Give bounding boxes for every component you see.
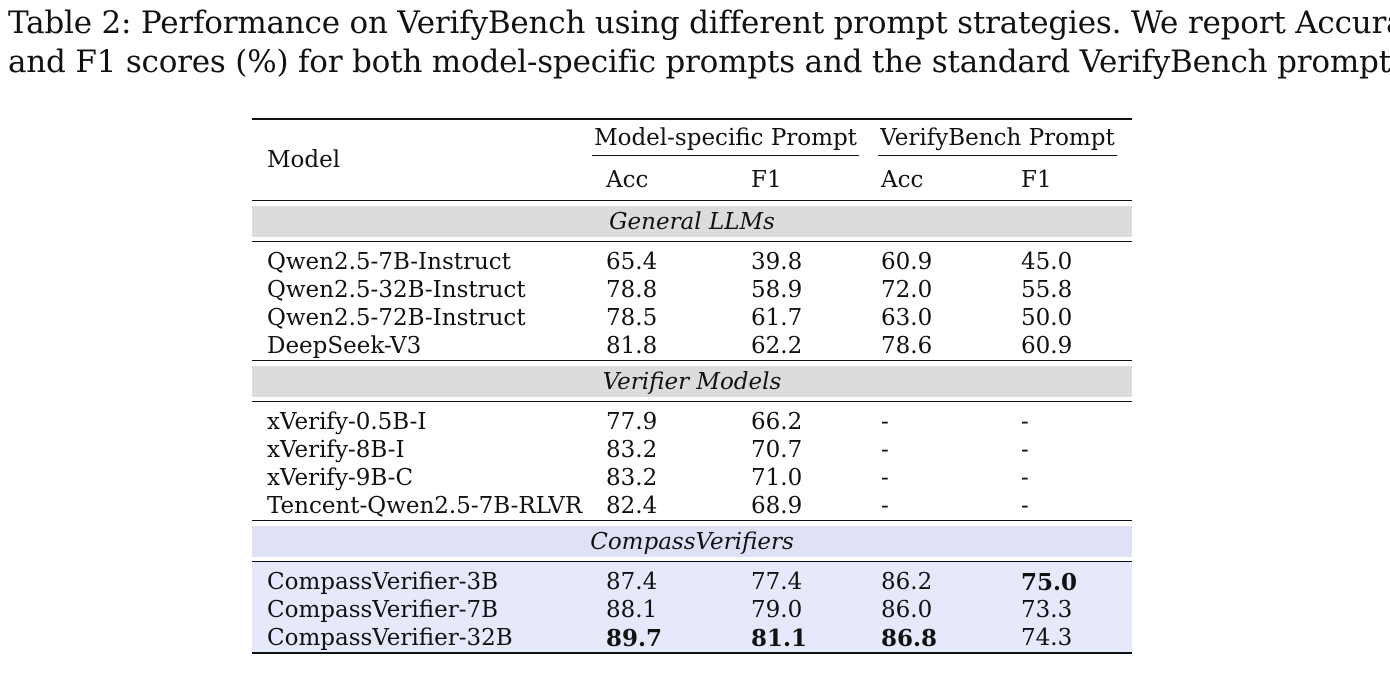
- vb-f1-value: 73.3: [1003, 596, 1132, 624]
- ms-f1-value: 61.7: [751, 305, 803, 331]
- header-ms-acc: Acc: [606, 167, 649, 193]
- ms-f1-value: 79.0: [733, 596, 863, 624]
- vb-acc-value: 86.2: [863, 568, 1003, 596]
- vb-acc-value: 86.0: [863, 596, 1003, 624]
- vb-f1-value: -: [1021, 409, 1029, 435]
- header-vb-f1: F1: [1021, 167, 1052, 193]
- table-row: CompassVerifier-7B 88.1 79.0 86.0 73.3: [252, 596, 1132, 624]
- table-row: Tencent-Qwen2.5-7B-RLVR 82.4 68.9 - -: [252, 492, 1132, 521]
- table-row: CompassVerifier-32B 89.7 81.1 86.8 74.3: [252, 624, 1132, 653]
- caption-line-1: Table 2: Performance on VerifyBench usin…: [8, 5, 1390, 41]
- table-row: DeepSeek-V3 81.8 62.2 78.6 60.9: [252, 332, 1132, 361]
- table-row: xVerify-0.5B-I 77.9 66.2 - -: [252, 408, 1132, 436]
- section-title-general-llms: General LLMs: [252, 206, 1132, 237]
- model-name: CompassVerifier-3B: [252, 568, 588, 596]
- vb-acc-value: -: [881, 437, 889, 463]
- vb-acc-value: -: [881, 465, 889, 491]
- table-caption: Table 2: Performance on VerifyBench usin…: [8, 4, 1390, 82]
- model-name: Qwen2.5-72B-Instruct: [267, 305, 526, 331]
- vb-acc-value: 63.0: [881, 305, 933, 331]
- ms-acc-value: 65.4: [606, 249, 658, 275]
- section-title-compassverifiers: CompassVerifiers: [252, 526, 1132, 557]
- ms-acc-value: 78.5: [606, 305, 658, 331]
- ms-acc-value: 78.8: [606, 277, 658, 303]
- vb-acc-value: 86.8: [863, 624, 1003, 653]
- vb-f1-value: 74.3: [1003, 624, 1132, 653]
- model-name: Qwen2.5-32B-Instruct: [267, 277, 526, 303]
- model-name: xVerify-0.5B-I: [267, 409, 427, 435]
- ms-acc-value: 89.7: [588, 624, 733, 653]
- ms-acc-value: 88.1: [588, 596, 733, 624]
- vb-f1-value: 45.0: [1021, 249, 1073, 275]
- model-name: Tencent-Qwen2.5-7B-RLVR: [267, 493, 583, 519]
- model-name: xVerify-8B-I: [267, 437, 405, 463]
- model-name: xVerify-9B-C: [267, 465, 414, 491]
- vb-acc-value: 72.0: [881, 277, 933, 303]
- vb-f1-value: -: [1021, 465, 1029, 491]
- results-table: Model Model-specific Prompt VerifyBench …: [252, 118, 1132, 655]
- ms-acc-value: 81.8: [606, 333, 658, 359]
- vb-acc-value: -: [881, 409, 889, 435]
- vb-acc-value: 78.6: [881, 333, 933, 359]
- vb-acc-value: 60.9: [881, 249, 933, 275]
- table-row: Qwen2.5-7B-Instruct 65.4 39.8 60.9 45.0: [252, 248, 1132, 276]
- ms-acc-value: 87.4: [588, 568, 733, 596]
- table-row: xVerify-8B-I 83.2 70.7 - -: [252, 436, 1132, 464]
- ms-f1-value: 66.2: [751, 409, 803, 435]
- ms-f1-value: 58.9: [751, 277, 803, 303]
- ms-acc-value: 83.2: [606, 437, 658, 463]
- ms-f1-value: 77.4: [733, 568, 863, 596]
- model-name: DeepSeek-V3: [267, 333, 422, 359]
- header-group-verifybench: VerifyBench Prompt: [863, 120, 1132, 160]
- vb-f1-value: 75.0: [1003, 568, 1132, 596]
- ms-f1-value: 81.1: [733, 624, 863, 653]
- ms-f1-value: 39.8: [751, 249, 803, 275]
- section-title-verifier-models: Verifier Models: [252, 366, 1132, 397]
- caption-line-2: and F1 scores (%) for both model-specifi…: [8, 44, 1390, 80]
- vb-f1-value: 60.9: [1021, 333, 1073, 359]
- model-name: CompassVerifier-7B: [252, 596, 588, 624]
- table-row: xVerify-9B-C 83.2 71.0 - -: [252, 464, 1132, 492]
- vb-f1-value: 50.0: [1021, 305, 1073, 331]
- ms-acc-value: 82.4: [606, 493, 658, 519]
- ms-f1-value: 68.9: [751, 493, 803, 519]
- ms-f1-value: 71.0: [751, 465, 803, 491]
- model-name: CompassVerifier-32B: [252, 624, 588, 653]
- ms-f1-value: 70.7: [751, 437, 803, 463]
- header-group-model-specific: Model-specific Prompt: [588, 120, 863, 160]
- ms-acc-value: 77.9: [606, 409, 658, 435]
- ms-f1-value: 62.2: [751, 333, 803, 359]
- results-table-wrapper: Model Model-specific Prompt VerifyBench …: [252, 118, 1132, 655]
- table-row: CompassVerifier-3B 87.4 77.4 86.2 75.0: [252, 568, 1132, 596]
- vb-f1-value: -: [1021, 437, 1029, 463]
- ms-acc-value: 83.2: [606, 465, 658, 491]
- table-row: Qwen2.5-72B-Instruct 78.5 61.7 63.0 50.0: [252, 304, 1132, 332]
- vb-f1-value: 55.8: [1021, 277, 1073, 303]
- model-name: Qwen2.5-7B-Instruct: [267, 249, 511, 275]
- header-vb-acc: Acc: [881, 167, 924, 193]
- vb-acc-value: -: [881, 493, 889, 519]
- header-model: Model: [267, 147, 341, 173]
- table-row: Qwen2.5-32B-Instruct 78.8 58.9 72.0 55.8: [252, 276, 1132, 304]
- header-ms-f1: F1: [751, 167, 782, 193]
- vb-f1-value: -: [1021, 493, 1029, 519]
